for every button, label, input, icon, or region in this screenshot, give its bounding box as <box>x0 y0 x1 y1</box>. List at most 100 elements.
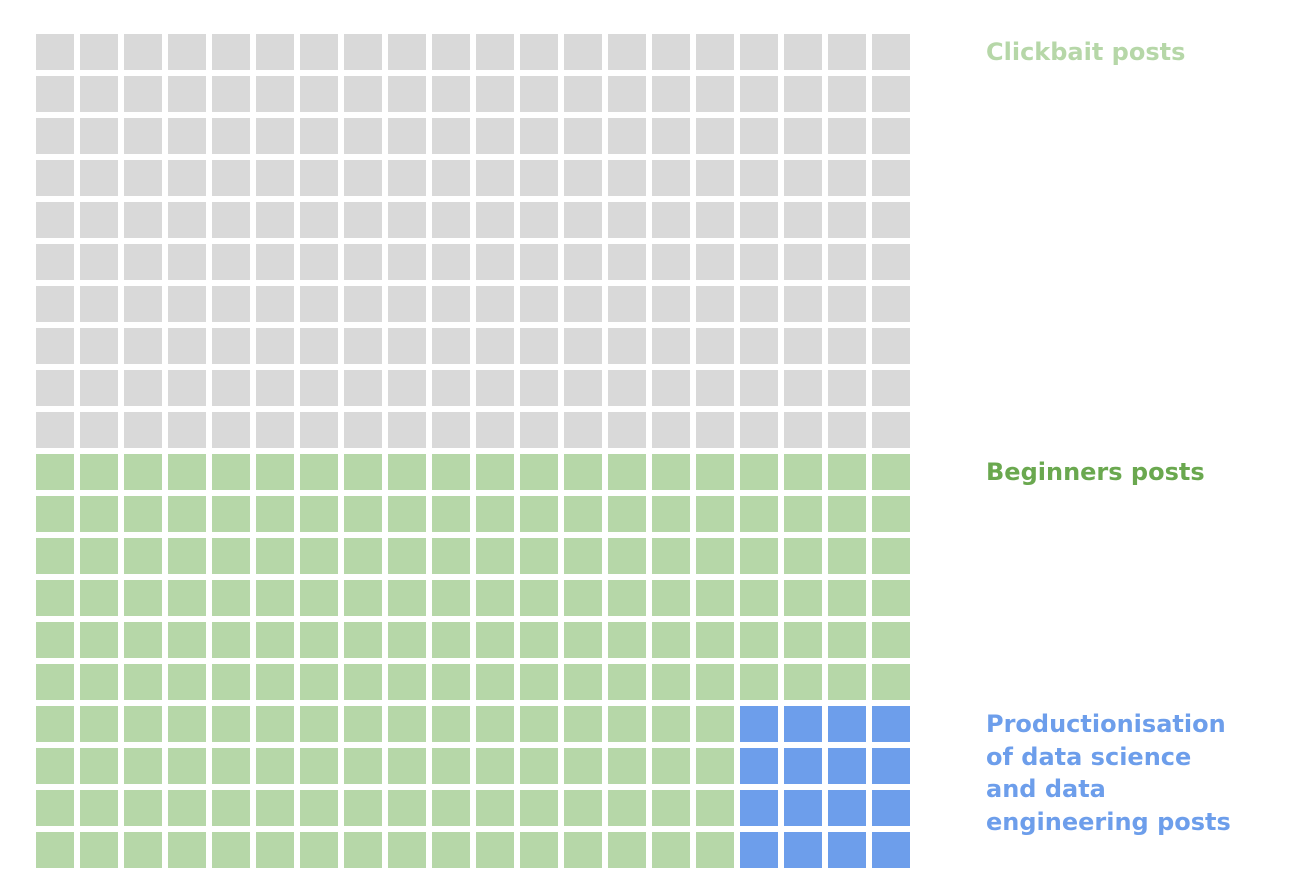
waffle-cell-clickbait <box>520 412 558 448</box>
waffle-cell-clickbait <box>476 412 514 448</box>
waffle-cell-clickbait <box>388 286 426 322</box>
waffle-cell-clickbait <box>388 244 426 280</box>
waffle-cell-productionisation <box>828 706 866 742</box>
waffle-cell-clickbait <box>784 34 822 70</box>
waffle-cell-clickbait <box>432 286 470 322</box>
waffle-cell-beginners <box>872 622 910 658</box>
waffle-cell-beginners <box>256 580 294 616</box>
waffle-cell-clickbait <box>432 160 470 196</box>
waffle-cell-beginners <box>212 622 250 658</box>
waffle-cell-beginners <box>36 454 74 490</box>
waffle-cell-beginners <box>520 580 558 616</box>
waffle-cell-beginners <box>168 538 206 574</box>
waffle-cell-beginners <box>696 580 734 616</box>
waffle-cell-beginners <box>168 580 206 616</box>
waffle-cell-beginners <box>300 496 338 532</box>
waffle-cell-beginners <box>608 748 646 784</box>
waffle-cell-beginners <box>652 790 690 826</box>
waffle-cell-beginners <box>696 706 734 742</box>
waffle-cell-beginners <box>872 580 910 616</box>
waffle-cell-clickbait <box>80 202 118 238</box>
waffle-cell-clickbait <box>388 76 426 112</box>
waffle-cell-clickbait <box>168 328 206 364</box>
waffle-cell-clickbait <box>740 412 778 448</box>
waffle-cell-beginners <box>124 664 162 700</box>
waffle-cell-beginners <box>212 664 250 700</box>
waffle-cell-beginners <box>476 748 514 784</box>
waffle-cell-clickbait <box>124 160 162 196</box>
waffle-cell-beginners <box>564 454 602 490</box>
waffle-cell-beginners <box>124 496 162 532</box>
waffle-cell-clickbait <box>828 34 866 70</box>
waffle-cell-beginners <box>696 664 734 700</box>
legend-label-productionisation: Productionisation of data science and da… <box>986 708 1231 838</box>
legend-label-beginners: Beginners posts <box>986 456 1205 489</box>
waffle-cell-clickbait <box>476 76 514 112</box>
waffle-cell-clickbait <box>784 328 822 364</box>
waffle-cell-clickbait <box>124 76 162 112</box>
legend-line: Beginners posts <box>986 458 1205 486</box>
waffle-cell-clickbait <box>212 34 250 70</box>
waffle-cell-beginners <box>36 538 74 574</box>
waffle-cell-beginners <box>652 580 690 616</box>
waffle-cell-clickbait <box>212 412 250 448</box>
waffle-cell-beginners <box>652 748 690 784</box>
waffle-cell-clickbait <box>212 286 250 322</box>
waffle-cell-beginners <box>124 454 162 490</box>
waffle-cell-beginners <box>124 706 162 742</box>
waffle-cell-clickbait <box>872 202 910 238</box>
waffle-cell-clickbait <box>36 328 74 364</box>
waffle-cell-clickbait <box>256 76 294 112</box>
waffle-cell-productionisation <box>872 790 910 826</box>
waffle-cell-clickbait <box>696 34 734 70</box>
waffle-cell-clickbait <box>564 328 602 364</box>
waffle-cell-beginners <box>388 748 426 784</box>
waffle-cell-beginners <box>80 832 118 868</box>
waffle-cell-clickbait <box>520 76 558 112</box>
waffle-cell-clickbait <box>212 328 250 364</box>
waffle-cell-beginners <box>564 790 602 826</box>
waffle-cell-clickbait <box>80 76 118 112</box>
waffle-cell-clickbait <box>476 34 514 70</box>
waffle-cell-beginners <box>344 454 382 490</box>
waffle-cell-beginners <box>608 832 646 868</box>
waffle-cell-clickbait <box>388 370 426 406</box>
waffle-cell-productionisation <box>740 748 778 784</box>
waffle-cell-beginners <box>344 790 382 826</box>
waffle-cell-clickbait <box>344 34 382 70</box>
waffle-cell-beginners <box>652 664 690 700</box>
waffle-cell-clickbait <box>696 412 734 448</box>
waffle-cell-clickbait <box>872 160 910 196</box>
waffle-cell-beginners <box>520 832 558 868</box>
waffle-cell-beginners <box>872 454 910 490</box>
waffle-cell-clickbait <box>784 370 822 406</box>
waffle-cell-beginners <box>36 622 74 658</box>
waffle-cell-beginners <box>80 664 118 700</box>
waffle-cell-beginners <box>828 454 866 490</box>
waffle-cell-beginners <box>872 538 910 574</box>
waffle-cell-beginners <box>652 706 690 742</box>
waffle-cell-beginners <box>784 538 822 574</box>
waffle-cell-clickbait <box>828 244 866 280</box>
waffle-cell-clickbait <box>344 160 382 196</box>
waffle-cell-clickbait <box>608 160 646 196</box>
waffle-cell-clickbait <box>168 244 206 280</box>
waffle-cell-clickbait <box>168 160 206 196</box>
waffle-cell-clickbait <box>872 76 910 112</box>
waffle-cell-clickbait <box>124 118 162 154</box>
waffle-cell-clickbait <box>476 160 514 196</box>
waffle-cell-clickbait <box>652 412 690 448</box>
waffle-cell-clickbait <box>80 286 118 322</box>
waffle-cell-clickbait <box>872 286 910 322</box>
waffle-cell-clickbait <box>256 286 294 322</box>
waffle-cell-clickbait <box>344 202 382 238</box>
waffle-cell-clickbait <box>520 118 558 154</box>
waffle-cell-clickbait <box>696 160 734 196</box>
waffle-cell-beginners <box>740 664 778 700</box>
waffle-cell-clickbait <box>256 34 294 70</box>
waffle-cell-beginners <box>300 706 338 742</box>
waffle-cell-clickbait <box>476 328 514 364</box>
waffle-cell-beginners <box>784 454 822 490</box>
waffle-cell-beginners <box>124 832 162 868</box>
waffle-cell-clickbait <box>168 370 206 406</box>
